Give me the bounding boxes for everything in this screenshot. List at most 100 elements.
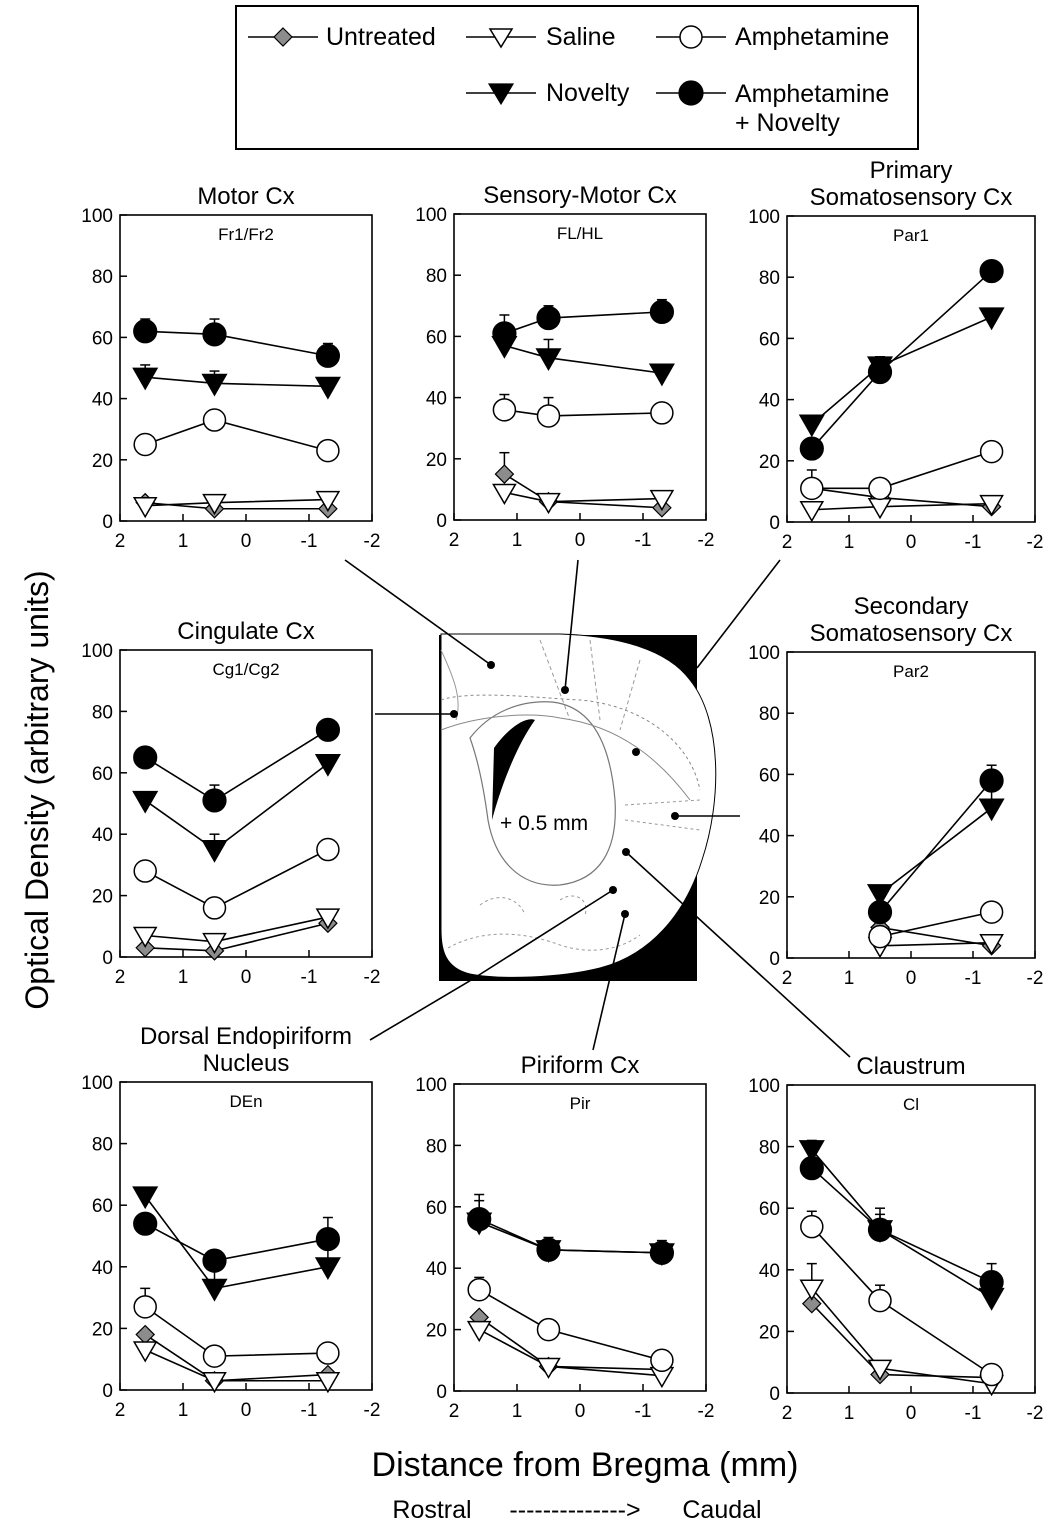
x-tick-label: 1 <box>844 532 855 553</box>
series-amphetamine <box>800 439 1004 501</box>
x-tick-label: 1 <box>178 967 189 988</box>
data-point <box>494 464 515 484</box>
y-tick-label: 20 <box>759 1322 780 1343</box>
legend-item-saline: Saline <box>466 23 616 51</box>
y-tick-label: 0 <box>769 949 780 970</box>
y-tick-label: 20 <box>92 1319 113 1340</box>
panel-subtitle: Cg1/Cg2 <box>212 660 279 679</box>
data-point <box>467 1206 492 1232</box>
legend-box <box>235 5 919 150</box>
series-line <box>145 498 328 507</box>
y-tick-label: 20 <box>92 887 113 908</box>
y-tick-label: 60 <box>426 1198 447 1219</box>
x-tick-label: -1 <box>301 1400 318 1421</box>
panel-cg1-cg2: Cingulate Cx Cg1/Cg2 0 20 40 60 80 100 2 1 0 -1 -2 <box>81 618 380 988</box>
data-point <box>314 376 341 400</box>
series-saline <box>132 1341 341 1394</box>
data-point <box>799 436 824 461</box>
data-point <box>536 1237 561 1262</box>
data-point <box>315 717 340 742</box>
panel-title: Primary <box>870 157 953 184</box>
y-tick-label: 60 <box>92 764 113 785</box>
data-point <box>649 1240 675 1265</box>
data-point <box>799 1156 824 1181</box>
data-point <box>202 896 227 920</box>
x-tick-label: 0 <box>241 1400 252 1421</box>
panel-subtitle: FL/HL <box>557 224 603 243</box>
x-tick-label: 2 <box>115 1400 126 1421</box>
data-point <box>536 305 561 331</box>
x-tick-label: 2 <box>782 1403 793 1424</box>
data-point <box>798 414 825 438</box>
legend-untreated-label: Untreated <box>326 23 436 51</box>
panel-title-line-2: Somatosensory Cx <box>810 184 1013 211</box>
series-amphetamine-novelty <box>799 258 1004 461</box>
series-amphetamine <box>133 1287 340 1368</box>
data-point <box>650 1348 674 1373</box>
x-tick-label: 2 <box>115 531 126 552</box>
data-point <box>201 373 228 397</box>
data-point <box>536 1317 561 1342</box>
legend-item-untreated: Untreated <box>248 23 436 51</box>
y-tick-label: 100 <box>81 206 113 227</box>
x-tick-label: -2 <box>1027 1403 1044 1424</box>
panel-fr1-fr2: Motor Cx Fr1/Fr2 0 20 40 60 80 100 2 1 0 -1 -2 <box>81 183 380 552</box>
data-point <box>133 432 157 457</box>
data-point <box>132 926 158 949</box>
series-amphetamine-novelty <box>799 1139 1004 1295</box>
data-point <box>202 322 227 347</box>
data-point <box>201 1278 228 1302</box>
series-line <box>811 1149 993 1299</box>
x-tick-label: -1 <box>301 967 318 988</box>
legend-amphetamine-novelty-marker <box>678 80 704 106</box>
series-line <box>503 473 662 509</box>
series-novelty <box>491 332 675 387</box>
data-point <box>536 404 561 428</box>
series-amphetamine-novelty <box>133 1211 340 1273</box>
data-point <box>202 493 227 516</box>
x-tick-label: -1 <box>965 968 982 989</box>
y-tick-label: 100 <box>748 643 780 664</box>
data-point <box>649 299 675 325</box>
data-point <box>315 1372 341 1394</box>
data-point <box>315 1226 340 1252</box>
y-tick-label: 60 <box>759 765 780 786</box>
series-line <box>879 911 992 938</box>
y-tick-label: 0 <box>769 513 780 534</box>
data-point <box>979 1362 1004 1387</box>
series-line <box>879 941 992 947</box>
panel-title-line-2: Somatosensory Cx <box>810 620 1013 647</box>
data-point <box>978 798 1005 822</box>
y-tick-label: 60 <box>92 328 113 349</box>
y-tick-label: 80 <box>92 1135 113 1156</box>
legend-amphetamine-novelty-label-2: + Novelty <box>735 109 840 137</box>
y-tick-label: 80 <box>426 266 447 287</box>
x-tick-label: 2 <box>449 530 460 551</box>
series-line <box>811 450 992 490</box>
data-point <box>202 1372 227 1394</box>
data-point <box>866 884 894 907</box>
connector-primary-somatosensory <box>696 559 781 669</box>
series-line <box>478 1218 662 1254</box>
panel-title: Cingulate Cx <box>177 618 314 645</box>
data-point <box>201 839 228 863</box>
series-line <box>144 1306 328 1357</box>
series-line <box>478 1221 662 1254</box>
panel-pir: Piriform Cx Pir 0 20 40 60 80 100 2 1 0 -1 -2 <box>415 1052 714 1422</box>
data-point <box>979 900 1004 924</box>
panel-subtitle: Par1 <box>893 226 929 245</box>
data-point <box>132 367 159 391</box>
series-line <box>145 376 328 388</box>
x-tick-label: -2 <box>1027 968 1044 989</box>
data-point <box>867 497 893 520</box>
x-tick-label: 1 <box>512 530 523 551</box>
series-line <box>879 807 993 895</box>
legend-untreated-marker <box>273 27 293 47</box>
x-tick-label: -1 <box>965 1403 982 1424</box>
data-point <box>202 788 227 813</box>
panel-subtitle: Fr1/Fr2 <box>218 225 274 244</box>
data-point <box>492 483 517 505</box>
series-line <box>811 1287 992 1385</box>
x-tick-label: -2 <box>698 530 715 551</box>
x-tick-label: 0 <box>575 530 586 551</box>
